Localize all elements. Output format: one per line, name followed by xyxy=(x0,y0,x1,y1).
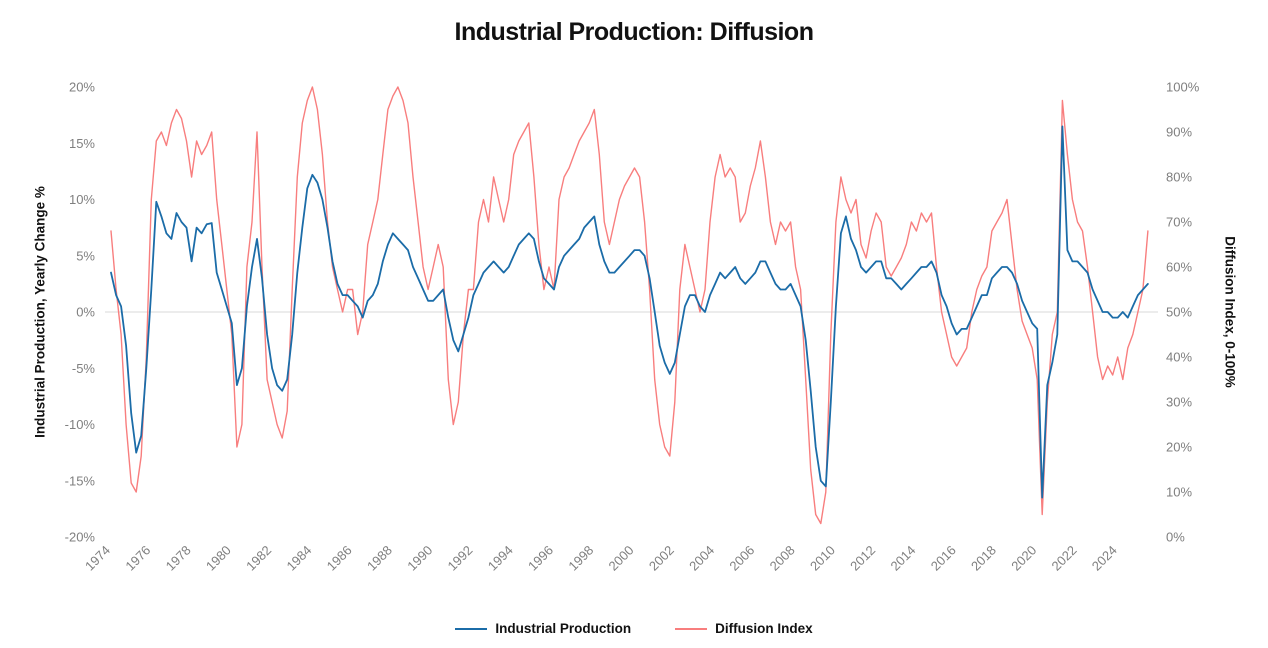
x-axis-tick: 2004 xyxy=(686,543,717,574)
right-axis-tick: 30% xyxy=(1166,395,1192,410)
left-axis-tick: 15% xyxy=(69,136,95,151)
legend-label-diffusion-index: Diffusion Index xyxy=(715,621,813,636)
x-axis-tick: 2020 xyxy=(1008,543,1039,574)
x-axis-tick: 2018 xyxy=(968,543,999,574)
x-axis-tick: 1996 xyxy=(525,543,556,574)
x-axis-tick: 1992 xyxy=(444,543,475,574)
legend-item-diffusion-index: Diffusion Index xyxy=(675,621,813,636)
chart-title: Industrial Production: Diffusion xyxy=(454,18,814,46)
diffusion-index-line-swatch xyxy=(675,627,708,630)
plot-area: 20% 15% 10% 5% 0% -5% -10% -15% -20% 100% 90% 80% 70… xyxy=(65,80,1200,574)
right-axis-tick: 90% xyxy=(1166,125,1192,140)
left-axis-tick: -20% xyxy=(65,530,96,545)
x-axis-tick: 2008 xyxy=(767,543,798,574)
x-axis-tick: 2000 xyxy=(606,543,637,574)
x-axis-tick: 1984 xyxy=(283,543,314,574)
industrial-production-line xyxy=(110,125,1149,499)
right-axis-tick: 20% xyxy=(1166,440,1192,455)
x-axis-tick: 1974 xyxy=(82,543,113,574)
right-axis-tick: 40% xyxy=(1166,350,1192,365)
right-axis-tick: 0% xyxy=(1166,530,1185,545)
x-axis-tick: 2010 xyxy=(807,543,838,574)
left-axis-tick: -5% xyxy=(72,361,96,376)
x-axis-tick: 1990 xyxy=(404,543,435,574)
legend-label-industrial-production: Industrial Production xyxy=(495,621,632,636)
right-axis-tick: 100% xyxy=(1166,80,1200,95)
x-axis-tick: 2014 xyxy=(887,543,918,574)
right-axis-tick: 80% xyxy=(1166,170,1192,185)
industrial-production-line-swatch xyxy=(455,627,488,630)
right-axis-tick: 50% xyxy=(1166,305,1192,320)
x-axis-tick: 2002 xyxy=(646,543,677,574)
x-axis-tick: 1988 xyxy=(364,543,395,574)
right-axis-tick: 70% xyxy=(1166,215,1192,230)
right-axis-tick: 60% xyxy=(1166,260,1192,275)
x-axis-tick: 2016 xyxy=(928,543,959,574)
x-axis-tick: 1998 xyxy=(565,543,596,574)
x-axis-tick: 2012 xyxy=(847,543,878,574)
x-axis-tick: 1994 xyxy=(485,543,516,574)
left-axis-tick: 10% xyxy=(69,192,95,207)
left-axis-tick: 5% xyxy=(76,248,95,263)
x-axis-tick: 1976 xyxy=(122,543,153,574)
right-axis-tick: 10% xyxy=(1166,485,1192,500)
legend-item-industrial-production: Industrial Production xyxy=(455,621,631,636)
x-axis-tick: 1982 xyxy=(243,543,274,574)
left-axis-tick: -15% xyxy=(65,473,96,488)
legend: Industrial Production Diffusion Index xyxy=(0,621,1268,636)
left-axis-tick: -10% xyxy=(65,417,96,432)
left-axis-tick: 0% xyxy=(76,305,95,320)
left-axis-tick: 20% xyxy=(69,80,95,95)
x-axis-tick: 2022 xyxy=(1049,543,1080,574)
x-axis-tick: 2006 xyxy=(726,543,757,574)
diffusion-index-line xyxy=(110,86,1149,525)
x-axis-tick: 1980 xyxy=(203,543,234,574)
x-axis-tick: 1978 xyxy=(163,543,194,574)
x-axis-tick: 1986 xyxy=(324,543,355,574)
x-axis-tick: 2024 xyxy=(1089,543,1120,574)
